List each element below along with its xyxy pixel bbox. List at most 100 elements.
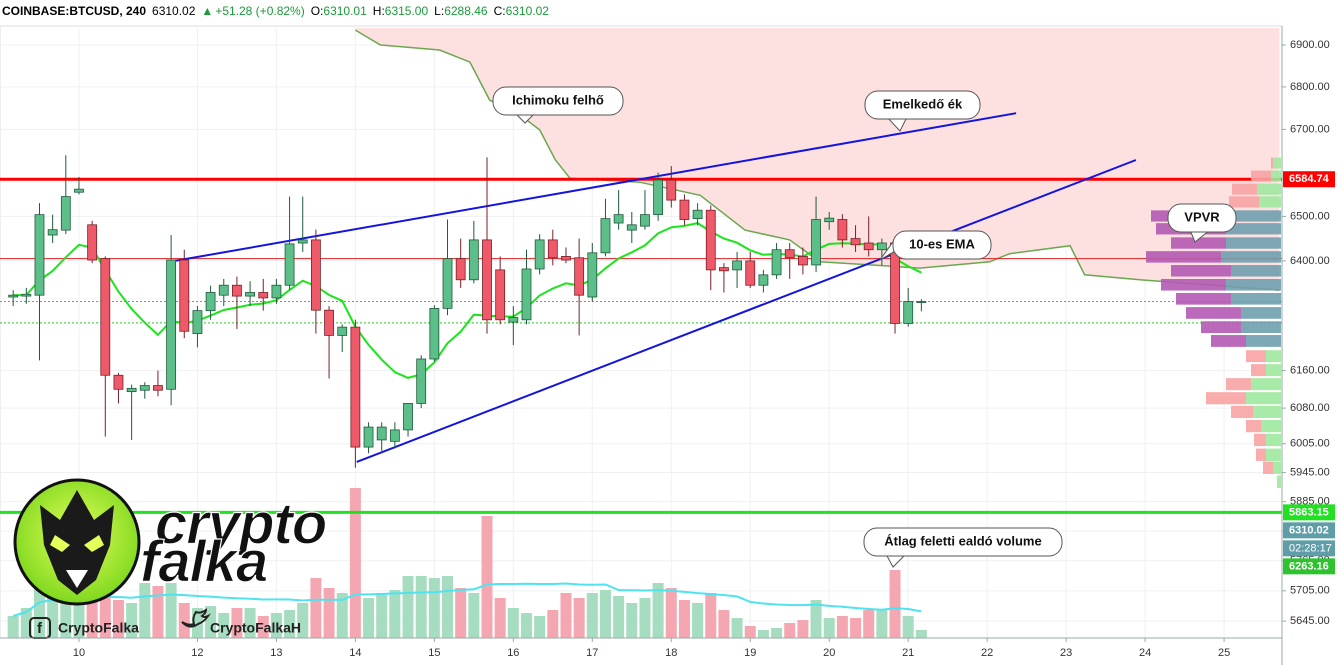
volume-bar (33, 583, 45, 638)
candle-body (34, 214, 45, 296)
footer-handle: CryptoFalka (58, 620, 139, 636)
volume-bar (336, 593, 348, 638)
vpvr-down (1171, 265, 1231, 277)
candle-body (876, 242, 887, 251)
vpvr-down (1201, 321, 1241, 334)
volume-bar (60, 588, 72, 638)
vpvr-down (1211, 335, 1246, 347)
vpvr-down (1251, 170, 1271, 182)
y-tick-label: 6400.00 (1290, 255, 1330, 267)
countdown-box (1283, 540, 1335, 557)
volume-bar (99, 598, 111, 638)
volume-bar (415, 576, 427, 638)
candle-body (745, 260, 756, 286)
callout (892, 230, 992, 260)
callout-patch (1191, 228, 1209, 231)
vpvr-up (1266, 364, 1281, 377)
volume-bar (705, 593, 717, 638)
candle-body (245, 292, 255, 297)
volume-bar (165, 583, 177, 638)
candle-body (824, 217, 835, 223)
candle-body (719, 267, 729, 272)
candle-body (705, 209, 716, 271)
price-label-box (1283, 171, 1335, 188)
volume-bar (73, 590, 85, 638)
vpvr-down (1171, 237, 1226, 249)
candle-body (166, 259, 177, 390)
volume-bar (902, 616, 914, 638)
ohlc-value: 6315.00 (384, 4, 429, 18)
ohlc-label: L: (434, 4, 445, 18)
ohlc-label: H: (372, 4, 385, 18)
vpvr-down (1146, 251, 1221, 263)
vpvr-down (1263, 461, 1273, 474)
ema-line (13, 222, 922, 379)
volume-bar (797, 620, 809, 638)
volume-bar (599, 590, 611, 638)
volume-bar (810, 600, 822, 638)
callout-patch (894, 240, 897, 250)
annotations: Ichimoku felhő Emelkedő ék 10-es EMA VPVR Át… (492, 86, 1237, 568)
volume-bar (7, 616, 19, 638)
candle-body (587, 252, 598, 298)
callout (863, 527, 1063, 557)
volume-bar (586, 593, 598, 638)
x-tick-label: 19 (744, 647, 756, 659)
candle-body (271, 284, 282, 299)
y-tick-label: 5945.00 (1290, 466, 1330, 478)
price-label-box (1283, 558, 1335, 575)
candle-body (47, 229, 58, 236)
volume-bar (205, 606, 217, 638)
volume-bar (718, 610, 730, 638)
vpvr-down (1232, 183, 1257, 195)
volume-bar (836, 616, 848, 638)
candle-body (600, 218, 611, 254)
y-tick-label: 6500.00 (1290, 210, 1330, 222)
header: COINBASE:BTCUSD, 240 6310.02 ▲ +51.28 (+… (2, 4, 549, 18)
candle-body (521, 268, 532, 321)
candle-body (574, 257, 585, 296)
candle-body (797, 256, 808, 266)
ohlc-close: C:6310.02 (494, 4, 549, 18)
volume-bar (771, 628, 783, 638)
y-tick-label: 5645.00 (1290, 615, 1330, 627)
volume-bar (139, 583, 151, 638)
candle-body (692, 209, 703, 220)
x-tick-label: 24 (1139, 647, 1151, 659)
volume-bar (665, 588, 677, 638)
vpvr-down (1161, 278, 1226, 291)
price-label: 6584.74 (1289, 173, 1330, 185)
cloud-edge (355, 29, 1280, 291)
candle-body (771, 249, 782, 276)
callout-text: Átlag feletti ealdó volume (884, 533, 1041, 548)
candle-body (758, 274, 769, 286)
candle-body (126, 387, 137, 393)
vpvr-up (1259, 196, 1281, 208)
y-tick-label: 5705.00 (1290, 585, 1330, 597)
ohlc-value: 6310.02 (505, 4, 549, 18)
candle-body (113, 374, 124, 390)
price-label: 5863.15 (1289, 506, 1329, 518)
volume-bar (481, 516, 493, 638)
volume-bar (218, 613, 230, 638)
candle-body (416, 358, 427, 404)
twitter-icon (181, 608, 211, 628)
vpvr-up (1241, 321, 1281, 334)
volume-bar (20, 608, 32, 638)
volume-bar (402, 576, 414, 638)
logo-text: crypto (155, 491, 326, 556)
vpvr-up (1253, 405, 1281, 418)
volume-bar (231, 608, 243, 638)
volume-bar (47, 593, 59, 638)
volume-bar (112, 600, 124, 638)
volume-bar (863, 610, 875, 638)
logo: crypto falka f CryptoFalka CryptoFalkaH (13, 478, 328, 639)
vpvr-down (1176, 293, 1231, 305)
candle-body (863, 242, 874, 251)
vpvr-down (1229, 196, 1259, 208)
vpvr-down (1226, 378, 1251, 391)
vpvr-up (1246, 392, 1281, 405)
volume-bar (323, 588, 335, 638)
volume-bar (494, 598, 506, 638)
